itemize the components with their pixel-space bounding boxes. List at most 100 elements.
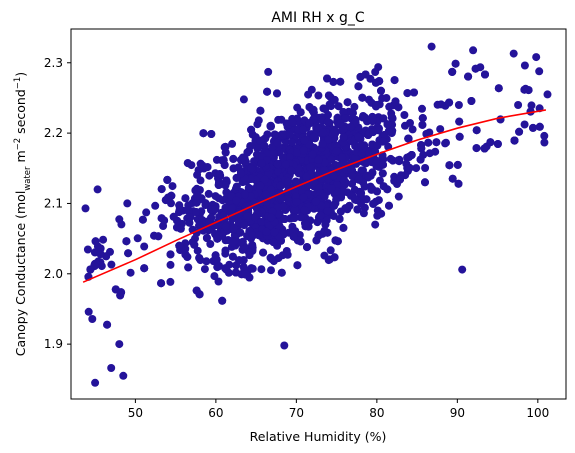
scatter-point: [354, 82, 363, 91]
scatter-point: [332, 147, 341, 155]
scatter-point: [273, 89, 281, 98]
scatter-point: [250, 213, 259, 222]
x-tick-label: 80: [369, 406, 384, 420]
scatter-point: [151, 201, 160, 210]
scatter-point: [418, 104, 426, 113]
scatter-point: [373, 211, 382, 220]
scatter-point: [321, 220, 330, 229]
scatter-point: [245, 251, 254, 260]
scatter-point: [403, 89, 412, 98]
scatter-point: [237, 169, 245, 178]
scatter-point: [357, 166, 366, 175]
scatter-point: [509, 49, 518, 58]
scatter-point: [412, 164, 421, 173]
scatter-point: [326, 246, 335, 255]
scatter-point: [529, 123, 537, 132]
scatter-point: [212, 155, 221, 164]
scatter-point: [416, 155, 425, 164]
scatter-point: [334, 102, 343, 111]
scatter-point: [455, 117, 464, 126]
scatter-point: [540, 131, 549, 140]
scatter-point: [211, 205, 220, 213]
scatter-point: [433, 100, 442, 109]
scatter-point: [357, 189, 366, 198]
scatter-point: [202, 234, 211, 242]
scatter-point: [458, 265, 467, 274]
scatter-point: [93, 185, 102, 194]
scatter-point: [86, 265, 95, 274]
scatter-point: [323, 74, 332, 83]
scatter-point: [520, 61, 529, 70]
scatter-point: [387, 113, 396, 122]
scatter-point: [493, 140, 502, 148]
scatter-point: [316, 211, 325, 220]
scatter-point: [327, 184, 336, 193]
scatter-point: [354, 132, 363, 141]
scatter-point: [221, 264, 230, 273]
scatter-point: [261, 190, 270, 199]
scatter-point: [481, 70, 489, 79]
scatter-point: [348, 172, 357, 181]
scatter-point: [358, 93, 367, 102]
scatter-point: [214, 181, 223, 189]
scatter-point: [351, 195, 360, 204]
scatter-point: [232, 182, 241, 191]
scatter-point: [91, 237, 100, 246]
scatter-point: [193, 191, 202, 200]
scatter-point: [299, 193, 308, 202]
scatter-point: [99, 235, 108, 244]
scatter-point: [91, 378, 100, 387]
scatter-point: [203, 163, 212, 172]
scatter-point: [335, 215, 344, 223]
y-tick-label: 2.0: [44, 267, 63, 281]
scatter-point: [361, 70, 370, 79]
scatter-point: [307, 85, 316, 94]
x-tick-label: 70: [289, 406, 304, 420]
scatter-point: [299, 125, 308, 134]
x-tick-label: 100: [526, 406, 549, 420]
scatter-point: [410, 88, 418, 97]
scatter-point: [229, 154, 238, 163]
scatter-point: [122, 237, 131, 246]
scatter-point: [274, 209, 283, 218]
scatter-point: [494, 84, 503, 93]
scatter-point: [166, 250, 175, 259]
scatter-point: [138, 215, 147, 224]
scatter-point: [320, 192, 329, 201]
scatter-point: [83, 245, 92, 254]
scatter-point: [175, 205, 184, 214]
scatter-point: [421, 178, 429, 187]
scatter-point: [195, 254, 204, 262]
scatter-point: [421, 164, 430, 172]
scatter-point: [515, 127, 524, 136]
scatter-point: [296, 213, 305, 222]
scatter-point: [288, 138, 296, 147]
scatter-point: [347, 165, 356, 174]
scatter-point: [232, 196, 241, 205]
scatter-point: [276, 181, 285, 190]
scatter-point: [371, 220, 380, 229]
scatter-point: [267, 266, 275, 275]
scatter-point: [400, 111, 409, 119]
scatter-point: [338, 153, 347, 162]
scatter-point: [266, 253, 275, 262]
scatter-point: [103, 320, 112, 329]
fit-line: [82, 109, 547, 283]
scatter-point: [239, 153, 247, 162]
scatter-point: [115, 215, 124, 224]
scatter-point: [359, 209, 368, 218]
scatter-point: [312, 197, 321, 206]
scatter-point: [451, 59, 460, 68]
scatter-point: [417, 141, 426, 150]
scatter-point: [302, 172, 311, 181]
scatter-point: [454, 101, 463, 109]
scatter-point: [467, 97, 476, 105]
scatter-point: [246, 174, 255, 183]
scatter-point: [202, 257, 211, 266]
scatter-point: [257, 265, 266, 274]
scatter-point: [262, 227, 271, 236]
scatter-point: [390, 76, 399, 85]
scatter-point: [115, 340, 124, 349]
scatter-point: [214, 277, 223, 286]
scatter-point: [404, 134, 413, 143]
